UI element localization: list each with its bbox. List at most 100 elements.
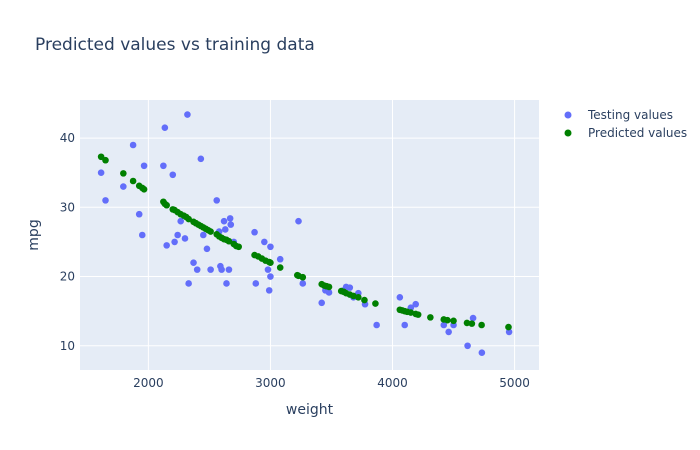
- testing-point: [174, 231, 181, 239]
- series-0: [97, 111, 513, 356]
- testing-point: [276, 255, 284, 263]
- predicted-point: [325, 283, 333, 291]
- y-tick-label: 30: [60, 200, 75, 214]
- predicted-point: [505, 323, 512, 331]
- x-tick-label: 5000: [499, 376, 530, 390]
- chart-title: Predicted values vs training data: [35, 35, 315, 55]
- testing-point: [138, 231, 146, 239]
- testing-point: [469, 314, 477, 322]
- testing-point: [220, 217, 228, 225]
- testing-point: [177, 217, 185, 225]
- testing-point: [225, 266, 233, 273]
- testing-point: [184, 111, 191, 118]
- testing-point: [163, 242, 170, 249]
- testing-point: [251, 228, 258, 236]
- predicted-point: [129, 177, 137, 185]
- testing-point: [193, 266, 201, 273]
- testing-point: [97, 169, 105, 176]
- legend-marker-predicted: [564, 129, 572, 137]
- y-tick-label: 10: [60, 339, 75, 353]
- testing-point: [464, 342, 471, 350]
- testing-point: [221, 226, 229, 233]
- testing-point: [226, 215, 234, 222]
- testing-point: [218, 266, 225, 273]
- predicted-point: [361, 296, 368, 304]
- legend-item-testing[interactable]: Testing values: [564, 108, 674, 122]
- testing-point: [181, 235, 189, 242]
- y-axis-title: mpg: [26, 219, 42, 250]
- testing-point: [140, 162, 148, 170]
- predicted-point: [372, 300, 379, 307]
- testing-point: [160, 162, 167, 170]
- predicted-point: [355, 294, 362, 301]
- testing-point: [478, 349, 486, 356]
- predicted-point: [299, 273, 307, 281]
- testing-point: [299, 280, 307, 287]
- plot-background: [80, 100, 539, 370]
- y-tick-labels: 10 20 30 40: [60, 131, 75, 353]
- testing-point: [318, 299, 326, 307]
- legend-label-predicted: Predicted values: [588, 126, 687, 140]
- testing-point: [295, 217, 302, 225]
- x-axis-title: weight: [286, 402, 334, 418]
- testing-point: [346, 284, 354, 291]
- testing-point: [171, 238, 178, 246]
- testing-point: [213, 197, 221, 204]
- predicted-point: [267, 259, 274, 266]
- testing-point: [120, 183, 127, 190]
- y-tick-label: 40: [60, 131, 75, 145]
- testing-point: [252, 280, 260, 287]
- x-tick-label: 2000: [133, 376, 164, 390]
- testing-point: [265, 287, 273, 294]
- testing-point: [264, 266, 272, 273]
- testing-point: [185, 280, 192, 287]
- predicted-point: [235, 243, 242, 251]
- predicted-point: [427, 314, 434, 321]
- legend-label-testing: Testing values: [587, 108, 673, 122]
- predicted-point: [478, 321, 485, 329]
- predicted-point: [225, 237, 233, 245]
- series-1: [97, 153, 512, 331]
- testing-point: [102, 197, 109, 204]
- x-tick-label: 4000: [377, 376, 408, 390]
- testing-point: [261, 238, 268, 246]
- testing-point: [412, 300, 420, 308]
- predicted-point: [207, 228, 214, 235]
- testing-point: [135, 210, 143, 218]
- testing-point: [267, 273, 274, 280]
- predicted-point: [120, 170, 127, 177]
- x-tick-labels: 2000 3000 4000 5000: [133, 376, 530, 390]
- predicted-point: [414, 311, 422, 318]
- predicted-point: [444, 316, 451, 324]
- testing-point: [203, 245, 211, 253]
- testing-point: [199, 231, 207, 239]
- predicted-point: [140, 186, 148, 193]
- legend-item-predicted[interactable]: Predicted values: [564, 126, 688, 140]
- predicted-point: [463, 319, 471, 327]
- predicted-point: [450, 317, 457, 325]
- testing-point: [440, 321, 448, 329]
- predicted-point: [163, 201, 170, 209]
- legend[interactable]: Testing values Predicted values: [564, 108, 688, 140]
- y-tick-label: 20: [60, 270, 75, 284]
- testing-point: [207, 266, 214, 273]
- legend-marker-testing: [564, 111, 572, 119]
- gridlines: [80, 100, 539, 370]
- testing-point: [445, 328, 452, 336]
- predicted-point: [102, 156, 109, 164]
- testing-point: [373, 321, 380, 329]
- testing-point: [396, 294, 404, 301]
- testing-point: [129, 141, 137, 149]
- testing-point: [401, 321, 409, 329]
- predicted-point: [185, 215, 192, 223]
- predicted-point: [276, 264, 284, 271]
- testing-point: [223, 280, 230, 287]
- testing-point: [161, 124, 169, 131]
- testing-point: [227, 221, 235, 228]
- x-tick-label: 3000: [255, 376, 286, 390]
- data-points: [97, 111, 513, 356]
- testing-point: [169, 171, 177, 179]
- testing-point: [505, 328, 513, 336]
- testing-point: [325, 289, 333, 296]
- testing-point: [197, 155, 205, 163]
